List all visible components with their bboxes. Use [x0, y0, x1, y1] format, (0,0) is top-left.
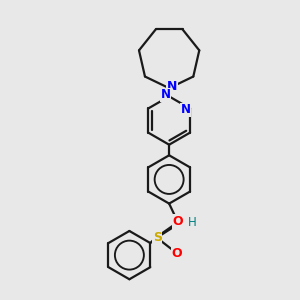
Text: N: N [160, 88, 171, 101]
Text: N: N [167, 80, 177, 93]
Text: O: O [171, 247, 182, 260]
Text: N: N [181, 103, 190, 116]
Text: H: H [188, 216, 197, 229]
Text: O: O [173, 215, 183, 228]
Text: S: S [153, 231, 162, 244]
Text: N: N [173, 216, 183, 229]
